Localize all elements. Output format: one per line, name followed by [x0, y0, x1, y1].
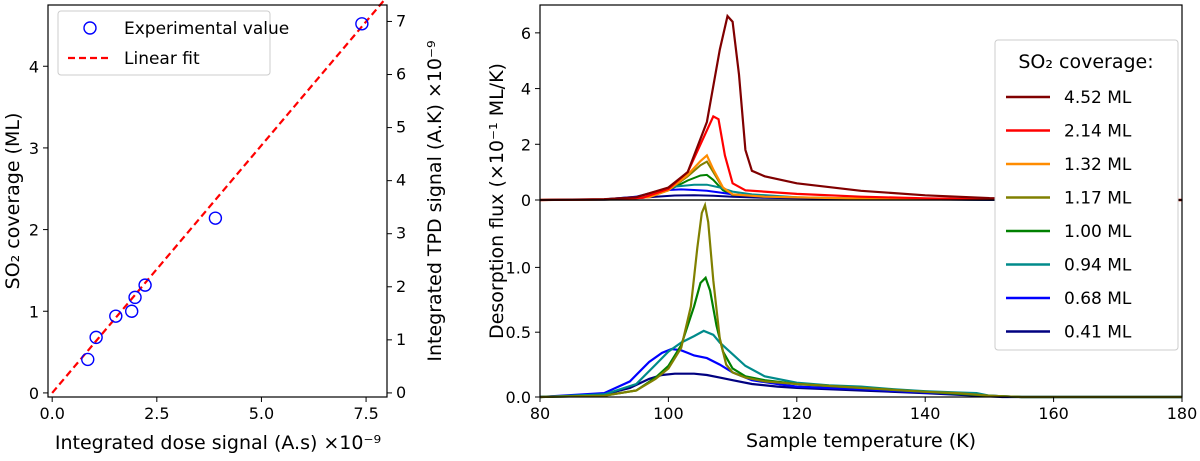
- y-tick-label: 4: [521, 80, 531, 99]
- left-x-axis-label: Integrated dose signal (A.s) ×10⁻⁹: [55, 432, 381, 454]
- x-tick-label: 120: [782, 404, 813, 423]
- right-legend: SO₂ coverage: 4.52 ML 2.14 ML 1.32 ML 1.17 …: [994, 39, 1179, 351]
- x-tick-label: 180: [1167, 404, 1198, 423]
- legend-label: 0.94 ML: [1064, 256, 1132, 276]
- y-tick-label: 0.0: [506, 388, 531, 407]
- y2-tick-label: 0: [396, 383, 406, 402]
- left-chart: 0.0 2.5 5.0 7.5 0 1 2 3 4 0 1 2 3 4 5 6 7 Integrated d…: [2, 0, 446, 454]
- legend-label: 1.00 ML: [1064, 222, 1132, 242]
- left-plot-area: [51, 0, 386, 394]
- legend-label: 0.68 ML: [1064, 289, 1132, 309]
- x-tick-label: 7.5: [353, 404, 378, 423]
- legend-label: 2.14 ML: [1064, 122, 1132, 142]
- y2-tick-label: 7: [396, 11, 406, 30]
- experimental-point: [81, 352, 95, 367]
- right-bottom-axes-frame: [539, 199, 1183, 398]
- y-tick-label: 4: [29, 57, 39, 76]
- left-legend: Experimental value Linear fit: [57, 10, 289, 76]
- y2-tick-label: 2: [396, 277, 406, 296]
- left-axes-frame: [47, 4, 388, 398]
- desorption-curve: [539, 201, 1182, 399]
- right-top-plot-area: [539, 13, 1182, 202]
- y-tick-label: 0: [521, 191, 531, 210]
- y-tick-label: 2: [521, 135, 531, 154]
- y-tick-label: 2: [29, 221, 39, 240]
- legend-marker-experimental: [83, 21, 97, 35]
- y-tick-label: 0: [29, 384, 39, 403]
- y-tick-label: 1.0: [506, 258, 531, 277]
- left-y-axis-label: SO₂ coverage (ML): [2, 113, 24, 290]
- y2-tick-label: 6: [396, 65, 406, 84]
- desorption-curve: [539, 372, 1182, 399]
- y2-tick-label: 1: [396, 330, 406, 349]
- right-top-y-ticks: 0 2 4 6: [521, 24, 540, 210]
- x-tick-label: 140: [910, 404, 941, 423]
- right-x-axis-label: Sample temperature (K): [746, 430, 976, 452]
- x-tick-label: 80: [530, 404, 550, 423]
- y-tick-label: 0.5: [506, 323, 531, 342]
- left-legend-box: [57, 10, 271, 76]
- left-x-ticks: 0.0 2.5 5.0 7.5: [39, 397, 379, 423]
- right-y-axis-label: Desorption flux (×10⁻¹ ML/K): [486, 63, 508, 339]
- left-y-ticks: 0 1 2 3 4: [29, 57, 48, 403]
- x-tick-label: 100: [653, 404, 684, 423]
- y-tick-label: 6: [521, 24, 531, 43]
- legend-label: 1.17 ML: [1064, 189, 1132, 209]
- right-chart: 80 100 120 140 160 180 0 2 4 6 0.0 0.5 1.0 Sample …: [486, 4, 1197, 452]
- legend-label-experimental: Experimental value: [124, 19, 289, 39]
- right-x-ticks: 80 100 120 140 160 180: [530, 397, 1197, 423]
- right-legend-items: 4.52 ML 2.14 ML 1.32 ML 1.17 ML 1.00 ML 0.94 …: [1006, 88, 1132, 343]
- right-bottom-plot-area: [539, 201, 1182, 399]
- x-tick-label: 5.0: [249, 404, 274, 423]
- desorption-curve: [539, 114, 1182, 202]
- experimental-point: [128, 290, 142, 305]
- right-legend-title: SO₂ coverage:: [1018, 51, 1153, 73]
- legend-label: 0.41 ML: [1064, 323, 1132, 343]
- left-y2-axis-label: Integrated TPD signal (A.K)×10⁻⁹: [424, 40, 446, 361]
- left-y2-ticks: 0 1 2 3 4 5 6 7: [387, 11, 406, 402]
- legend-label-linear-fit: Linear fit: [124, 49, 200, 69]
- desorption-curve: [539, 13, 1182, 202]
- experimental-point: [89, 330, 103, 345]
- experimental-point: [109, 309, 123, 323]
- legend-label: 4.52 ML: [1064, 88, 1132, 108]
- y-tick-label: 1: [29, 302, 39, 321]
- linear-fit-line: [51, 0, 386, 394]
- legend-label: 1.32 ML: [1064, 155, 1132, 175]
- experimental-point: [355, 17, 369, 31]
- y-tick-label: 3: [29, 139, 39, 158]
- x-tick-label: 160: [1038, 404, 1069, 423]
- x-tick-label: 0.0: [39, 404, 64, 423]
- experimental-point: [138, 278, 152, 292]
- right-bottom-y-ticks: 0.0 0.5 1.0: [506, 258, 540, 407]
- experimental-point: [125, 304, 139, 318]
- experimental-point: [208, 211, 223, 225]
- y2-tick-label: 4: [396, 171, 406, 190]
- y2-tick-label: 3: [396, 224, 406, 243]
- right-legend-box: [994, 39, 1179, 351]
- y2-tick-label: 5: [396, 118, 406, 137]
- x-tick-label: 2.5: [144, 404, 169, 423]
